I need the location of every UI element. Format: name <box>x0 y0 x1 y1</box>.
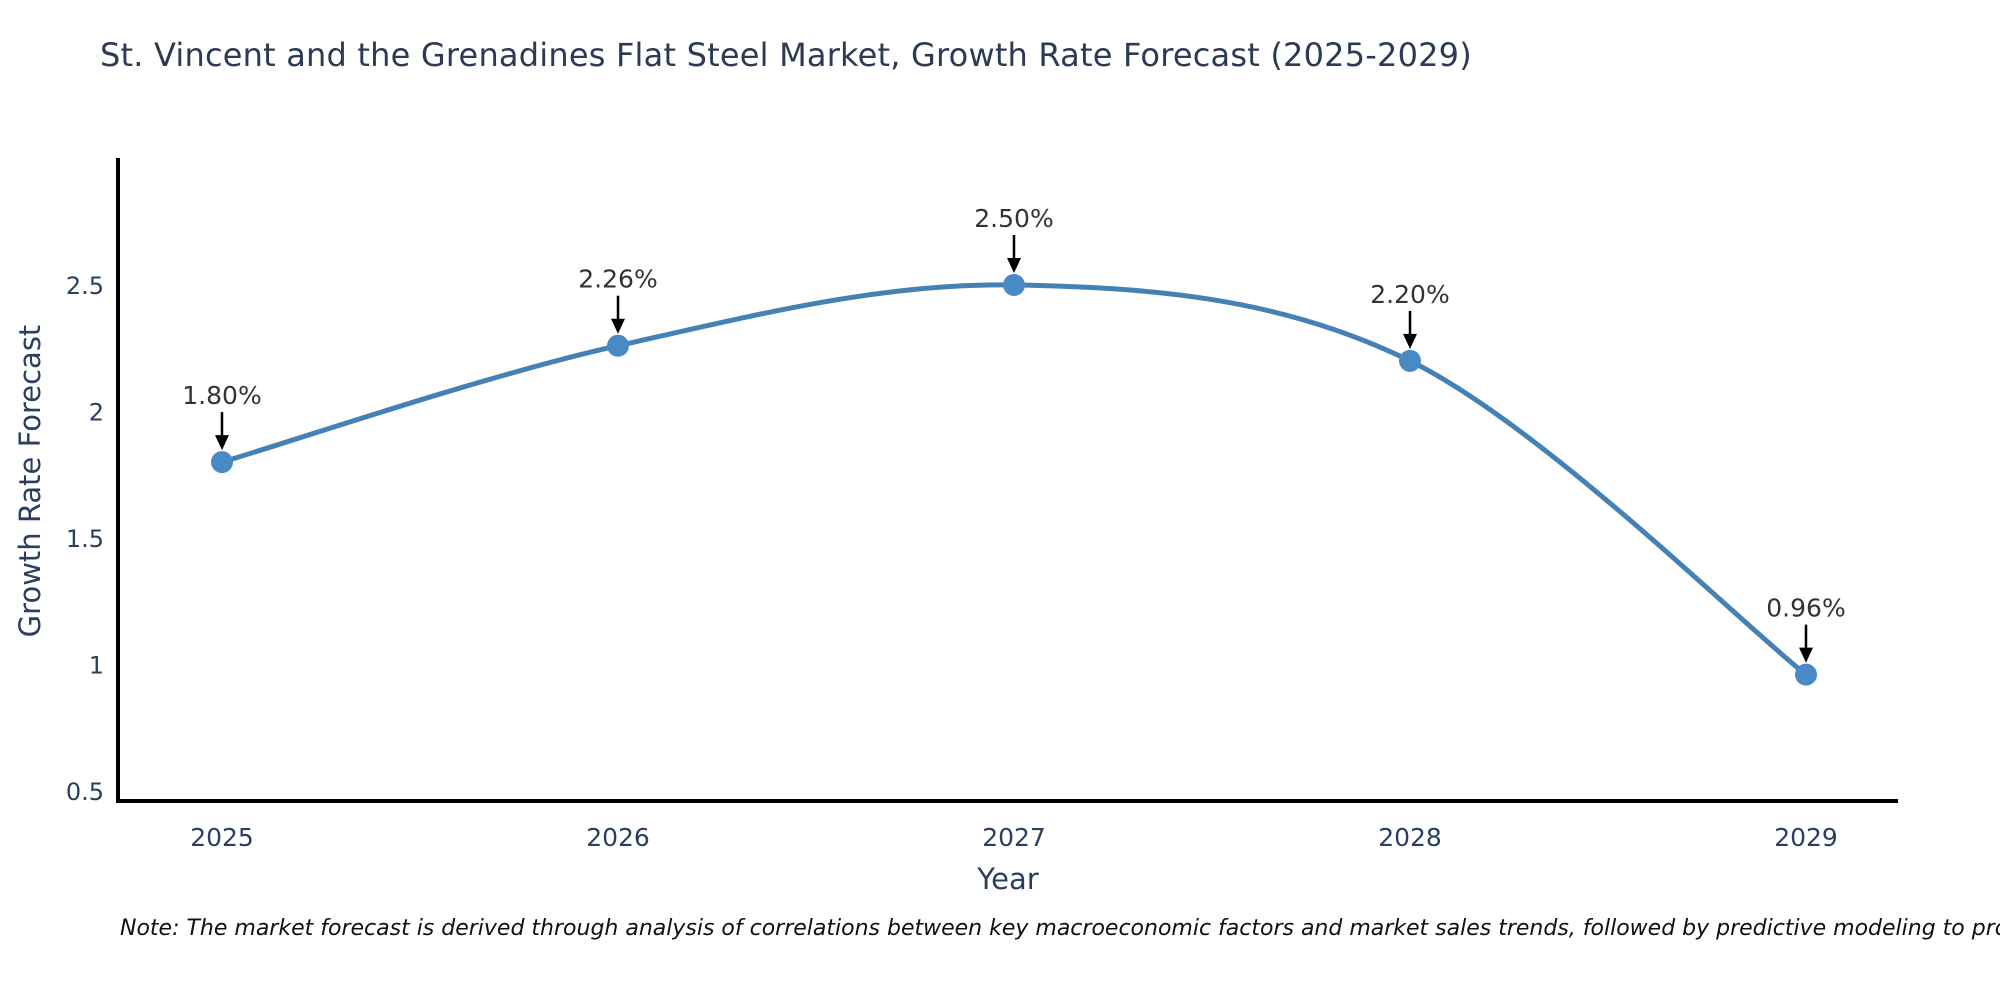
y-tick-label-2.5: 2.5 <box>66 272 104 300</box>
annotation-arrowhead-2028 <box>1403 333 1417 349</box>
y-tick-label-1.5: 1.5 <box>66 525 104 553</box>
annotation-arrowhead-2026 <box>611 318 625 334</box>
axis-lines <box>116 158 1898 803</box>
series-line <box>219 282 1809 678</box>
annotation-label-2029: 0.96% <box>1766 594 1845 623</box>
annotation-arrowhead-2025 <box>215 435 229 451</box>
x-tick-label-2026: 2026 <box>586 823 650 852</box>
data-point-marker-2028 <box>1399 349 1421 372</box>
x-tick-label-2025: 2025 <box>190 823 254 852</box>
annotation-label-2027: 2.50% <box>974 204 1053 233</box>
y-tick-label-0.5: 0.5 <box>66 778 104 806</box>
x-tick-label-2029: 2029 <box>1774 823 1838 852</box>
data-point-marker-2027 <box>1003 274 1025 296</box>
annotation-label-2028: 2.20% <box>1370 280 1449 309</box>
data-point-marker-2025 <box>211 451 233 474</box>
y-tick-label-2: 2 <box>89 399 104 427</box>
x-tick-label-2027: 2027 <box>982 823 1046 852</box>
y-tick-label-1: 1 <box>89 652 104 680</box>
annotation-arrowhead-2029 <box>1799 647 1813 663</box>
chart-title: St. Vincent and the Grenadines Flat Stee… <box>100 36 1472 74</box>
x-axis-title: Year <box>977 862 1039 896</box>
annotation-arrowhead-2027 <box>1007 258 1021 273</box>
annotation-label-2026: 2.26% <box>578 265 657 294</box>
x-tick-label-2028: 2028 <box>1378 823 1442 852</box>
data-point-marker-2029 <box>1795 663 1817 686</box>
chart-note: Note: The market forecast is derived thr… <box>120 916 2000 941</box>
data-point-marker-2026 <box>607 334 629 357</box>
annotation-label-2025: 1.80% <box>182 381 261 410</box>
